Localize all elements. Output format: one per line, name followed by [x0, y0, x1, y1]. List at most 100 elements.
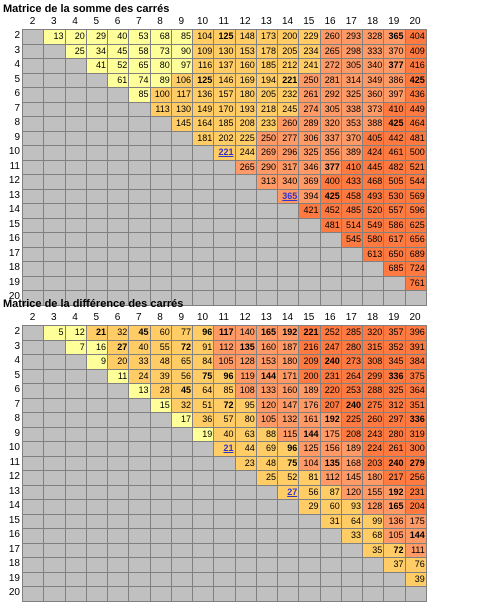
matrix-cell: 105: [255, 412, 278, 428]
matrix-cell: [383, 290, 406, 306]
matrix-cell: [170, 586, 193, 602]
matrix-cell: [43, 87, 66, 103]
matrix-cell: [107, 499, 130, 515]
matrix-cell: 12: [64, 325, 87, 341]
matrix-cell: [149, 513, 172, 529]
matrix-cell: [298, 528, 321, 544]
matrix-cell: 32: [170, 397, 193, 413]
matrix-cell: 90: [170, 43, 193, 59]
matrix-cell: 340: [362, 58, 385, 74]
matrix-cell: [340, 586, 363, 602]
matrix-cell: [22, 275, 45, 291]
matrix-cell: 296: [277, 145, 300, 161]
matrix-cell: [43, 354, 66, 370]
matrix-cell: [85, 383, 108, 399]
matrix-cell: 76: [404, 557, 427, 573]
matrix-cell: [213, 542, 236, 558]
matrix-cell: 357: [383, 325, 406, 341]
matrix-cell: 130: [213, 43, 236, 59]
matrix-cell: [64, 586, 87, 602]
matrix-cell: 40: [107, 29, 130, 45]
column-header: 3: [50, 312, 57, 323]
matrix-cell: 530: [383, 188, 406, 204]
matrix-cell: 233: [255, 116, 278, 132]
matrix-cell: 125: [298, 441, 321, 457]
matrix-cell: [319, 528, 342, 544]
matrix-cell: 185: [255, 58, 278, 74]
matrix-cell: 396: [404, 325, 427, 341]
matrix-cell: [362, 261, 385, 277]
matrix-cell: 388: [362, 116, 385, 132]
matrix-cell: 200: [298, 368, 321, 384]
row-header: 13: [8, 485, 20, 497]
matrix-cell: [213, 571, 236, 587]
matrix-cell: 264: [340, 368, 363, 384]
matrix-cell: 27: [107, 339, 130, 355]
row-header: 6: [14, 384, 20, 395]
matrix-cell: [298, 275, 321, 291]
matrix-cell: [362, 571, 385, 587]
matrix-cell: [43, 275, 66, 291]
matrix-cell: [383, 275, 406, 291]
matrix-cell: [85, 159, 108, 175]
matrix-cell: [170, 217, 193, 233]
matrix-cell: [170, 203, 193, 219]
matrix-cell: [43, 586, 66, 602]
row-header: 16: [8, 233, 20, 244]
matrix-cell: [170, 145, 193, 161]
matrix-cell: 130: [170, 101, 193, 117]
matrix-cell: 192: [319, 412, 342, 428]
matrix-cell: [85, 542, 108, 558]
matrix-cell: [22, 499, 45, 515]
column-header: 13: [260, 16, 272, 27]
matrix-cell: [43, 571, 66, 587]
matrix-cell: 136: [192, 87, 215, 103]
matrix-cell: [85, 217, 108, 233]
matrix-cell: 625: [404, 217, 427, 233]
column-header: 19: [388, 312, 400, 323]
matrix-cell: [340, 542, 363, 558]
column-header: 16: [324, 312, 336, 323]
matrix-cell: 240: [383, 455, 406, 471]
matrix-cell: [64, 217, 87, 233]
matrix-cell: 45: [170, 383, 193, 399]
matrix-cell: [255, 188, 278, 204]
matrix-cell: [64, 232, 87, 248]
matrix-cell: 244: [234, 145, 257, 161]
matrix-cell: [192, 441, 215, 457]
matrix-cell: 373: [362, 101, 385, 117]
matrix-cell: [128, 217, 151, 233]
matrix-cell: 389: [340, 145, 363, 161]
matrix-cell: [149, 499, 172, 515]
matrix-cell: [128, 470, 151, 486]
matrix-cell: [255, 261, 278, 277]
matrix-cell: 580: [362, 232, 385, 248]
matrix-cell: 148: [234, 29, 257, 45]
column-header: 2: [29, 16, 36, 27]
matrix-cell: 39: [404, 571, 427, 587]
matrix-cell: 35: [362, 542, 385, 558]
matrix-cell: 55: [149, 339, 172, 355]
matrix-cell: [85, 188, 108, 204]
matrix-cell: [64, 397, 87, 413]
matrix-cell: [192, 571, 215, 587]
row-header: 14: [8, 204, 20, 215]
matrix-cell: 305: [319, 101, 342, 117]
matrix-cell: [107, 426, 130, 442]
matrix-cell: 505: [383, 174, 406, 190]
matrix-cell: [255, 203, 278, 219]
row-header: 3: [14, 44, 20, 56]
matrix-cell: 205: [255, 87, 278, 103]
matrix-cell: 160: [255, 339, 278, 355]
matrix-cell: 25: [64, 43, 87, 59]
matrix-cell: [64, 470, 87, 486]
matrix-cell: [213, 290, 236, 306]
matrix-cell: [192, 528, 215, 544]
matrix-cell: [170, 528, 193, 544]
matrix-cell: 425: [319, 188, 342, 204]
matrix-cell: [43, 513, 66, 529]
matrix-cell: [22, 484, 45, 500]
matrix-cell: [107, 470, 130, 486]
matrix-cell: 113: [149, 101, 172, 117]
matrix-cell: [107, 217, 130, 233]
